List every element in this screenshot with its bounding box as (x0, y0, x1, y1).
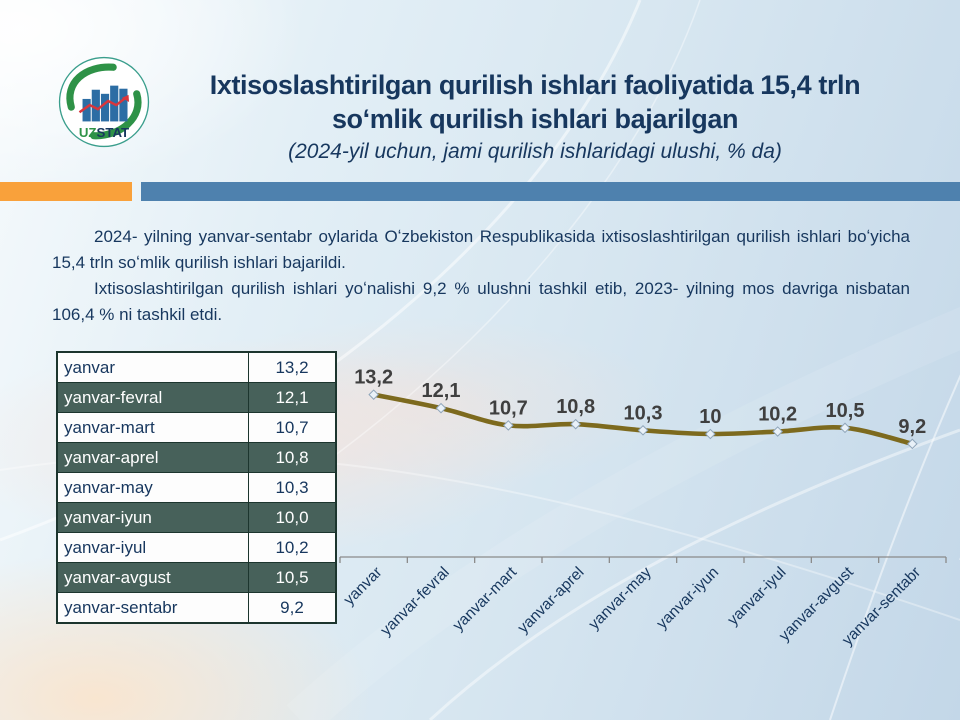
data-point-label: 10,7 (489, 397, 528, 419)
month-cell: yanvar-may (56, 472, 249, 503)
logo-text: UZSTAT (79, 125, 129, 140)
data-point-marker (435, 402, 447, 414)
table-row: yanvar-aprel 10,8 (56, 442, 337, 473)
data-point-marker (907, 438, 918, 450)
table-row: yanvar-fevral 12,1 (56, 382, 337, 413)
data-point-marker (368, 389, 379, 400)
data-point-label: 10 (699, 406, 721, 428)
month-cell: yanvar-sentabr (56, 592, 249, 624)
logo-text-uz: UZ (79, 125, 97, 140)
data-point-marker (503, 420, 514, 431)
table-row: yanvar-may 10,3 (56, 472, 337, 503)
month-cell: yanvar-fevral (56, 382, 249, 413)
x-axis-category-label: yanvar (341, 564, 386, 609)
body-text: 2024- yilning yanvar-sentabr oylarida Oʻ… (52, 224, 910, 328)
month-cell: yanvar-iyun (56, 502, 249, 533)
value-cell: 10,5 (248, 562, 337, 593)
slide-title: Ixtisoslashtirilgan qurilish ishlari fao… (150, 68, 920, 136)
x-axis-category-label: yanvar-iyul (724, 564, 789, 629)
data-point-label: 10,8 (556, 396, 595, 418)
data-point-label: 9,2 (898, 416, 926, 438)
data-point-marker (637, 425, 649, 436)
data-point-label: 10,5 (826, 400, 865, 422)
slide-title-line1: Ixtisoslashtirilgan qurilish ishlari fao… (209, 70, 861, 100)
data-point-marker (705, 428, 716, 440)
month-cell: yanvar-mart (56, 412, 249, 443)
data-point-marker (839, 422, 851, 434)
table-row: yanvar-avgust 10,5 (56, 562, 337, 593)
data-point-label: 13,2 (354, 367, 393, 389)
data-point-label: 10,2 (758, 404, 797, 426)
monthly-share-table-body: yanvar 13,2 yanvar-fevral 12,1 yanvar-mart 10… (56, 351, 337, 624)
logo-text-stat: STAT (97, 125, 130, 140)
table-row: yanvar-sentabr 9,2 (56, 592, 337, 624)
body-paragraph-2: Ixtisoslashtirilgan qurilish ishlari yoʻ… (52, 279, 910, 324)
table-row: yanvar-iyun 10,0 (56, 502, 337, 533)
divider-bar-blue (141, 182, 960, 201)
uzstat-logo: UZSTAT (58, 56, 150, 148)
value-cell: 9,2 (248, 592, 337, 624)
trend-chart: 13,212,110,7 10,8 10,3 10 10,2 10,59,2yanvary… (339, 367, 947, 649)
body-paragraph-1: 2024- yilning yanvar-sentabr oylarida Oʻ… (52, 227, 910, 272)
x-axis-category-label: yanvar-aprel (515, 564, 588, 637)
x-axis-category-label: yanvar-fevral (377, 564, 452, 639)
x-axis-category-label: yanvar-may (586, 564, 655, 633)
month-cell: yanvar-aprel (56, 442, 249, 473)
table-row: yanvar-mart 10,7 (56, 412, 337, 443)
month-cell: yanvar-avgust (56, 562, 249, 593)
table-row: yanvar-iyul 10,2 (56, 532, 337, 563)
divider-bar-orange (0, 182, 132, 201)
data-point-label: 10,3 (624, 402, 663, 424)
data-point-label: 12,1 (422, 380, 461, 402)
data-point-marker (570, 418, 581, 430)
x-axis-category-label: yanvar-iyun (653, 564, 722, 633)
slide-subtitle: (2024-yil uchun, jami qurilish ishlarida… (288, 140, 782, 163)
monthly-share-table: yanvar 13,2 yanvar-fevral 12,1 yanvar-mart 10… (56, 351, 337, 624)
month-cell: yanvar-iyul (56, 532, 249, 563)
month-cell: yanvar (56, 351, 249, 383)
slide-title-line2: soʻmlik qurilish ishlari bajarilgan (331, 104, 739, 134)
data-point-marker (772, 426, 783, 437)
table-row: yanvar 13,2 (56, 351, 337, 383)
x-axis-category-label: yanvar-mart (450, 563, 521, 634)
